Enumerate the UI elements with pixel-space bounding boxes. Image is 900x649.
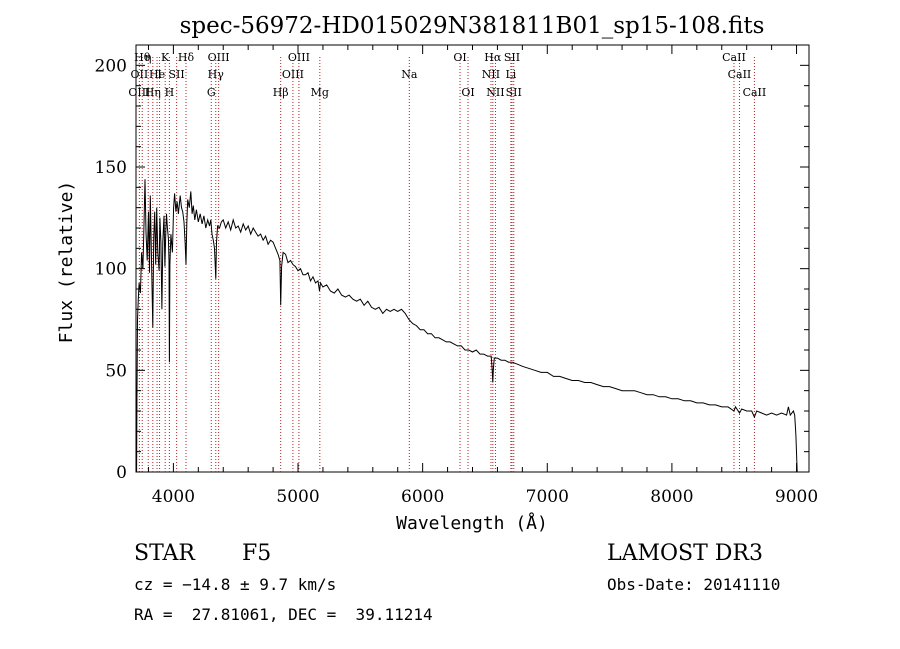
y-tick-label: 0 <box>116 463 127 483</box>
spectral-line-label: CaII <box>728 68 752 81</box>
spectral-line-label: Hδ <box>178 51 195 64</box>
spectral-line-label: K <box>161 51 170 64</box>
spectral-line-label: OI <box>461 86 474 99</box>
y-tick-label: 100 <box>95 260 127 280</box>
chart-title: spec-56972-HD015029N381811B01_sp15-108.f… <box>180 13 765 39</box>
y-axis-label: Flux (relative) <box>56 181 77 344</box>
spectral-line-label: H <box>165 86 175 99</box>
x-tick-label: 6000 <box>401 487 444 507</box>
x-tick-label: 4000 <box>152 487 195 507</box>
y-tick-label: 200 <box>95 56 127 76</box>
spectral-line-label: SII <box>506 86 522 99</box>
spectral-line-label: Hα <box>484 51 502 64</box>
plot-frame <box>135 44 810 473</box>
x-tick-label: 8000 <box>650 487 693 507</box>
redshift-text: cz = −14.8 ± 9.7 km/s <box>134 575 336 594</box>
spectral-line-label: Hγ <box>208 68 225 81</box>
obs-date: Obs-Date: 20141110 <box>607 575 780 594</box>
object-subclass: F5 <box>242 541 271 566</box>
spectral-line-label: Hβ <box>273 86 289 99</box>
y-tick-label: 150 <box>95 158 127 178</box>
spectral-line-label: η <box>145 51 152 64</box>
spectral-line-label: Na <box>401 68 418 81</box>
spectral-line-markers <box>138 57 755 472</box>
y-axis-ticks: 0 50 100 150 200 <box>95 56 809 483</box>
x-tick-label: 7000 <box>526 487 569 507</box>
x-tick-label: 9000 <box>775 487 818 507</box>
x-axis-label: Wavelength (Å) <box>396 512 548 534</box>
spectral-line-label: OIII <box>282 68 304 81</box>
spectral-line-label: Hθ <box>134 51 151 64</box>
spectral-line-label: NII <box>482 68 500 81</box>
x-axis-ticks: 4000 5000 6000 7000 8000 9000 <box>147 45 818 507</box>
spectral-line-label: OI <box>453 51 466 64</box>
spectral-line-label: G <box>207 86 216 99</box>
spectral-line-label: SII <box>169 68 185 81</box>
spectral-line-label: Mg <box>311 86 329 99</box>
spectrum-series-line <box>136 179 798 473</box>
spectral-line-label: Li <box>505 68 516 81</box>
spectral-line-label: OIII <box>288 51 310 64</box>
spectral-line-label: OIII <box>128 86 150 99</box>
object-class: STAR <box>134 541 196 566</box>
spectral-line-label: I <box>157 68 161 81</box>
spectral-line-label: NII <box>486 86 504 99</box>
spectral-line-label: SII <box>504 51 520 64</box>
survey-name: LAMOST DR3 <box>607 541 763 566</box>
spectral-line-label: OII <box>131 68 149 81</box>
spectral-line-label: CaII <box>743 86 767 99</box>
y-tick-label: 50 <box>105 361 127 381</box>
coordinates: RA = 27.81061, DEC = 39.11214 <box>134 605 433 624</box>
x-tick-label: 5000 <box>276 487 319 507</box>
spectral-line-label: CaII <box>722 51 746 64</box>
spectral-line-label: He <box>149 68 165 81</box>
spectral-line-label: OIII <box>208 51 230 64</box>
spectral-line-label: Hη <box>145 86 161 99</box>
